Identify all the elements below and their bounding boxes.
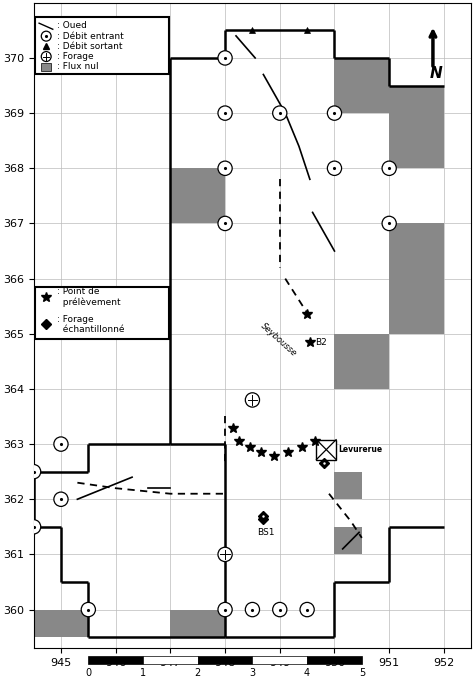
Bar xyxy=(389,85,444,169)
Text: : Flux nul: : Flux nul xyxy=(56,62,98,71)
Circle shape xyxy=(273,603,287,617)
Bar xyxy=(35,287,169,339)
Circle shape xyxy=(328,161,342,175)
Text: 5: 5 xyxy=(359,668,365,677)
Text: 3: 3 xyxy=(249,668,255,677)
Text: : Forage
  échantillonné: : Forage échantillonné xyxy=(56,315,124,334)
Bar xyxy=(335,334,389,389)
Text: 1: 1 xyxy=(140,668,146,677)
Circle shape xyxy=(54,437,68,452)
Bar xyxy=(88,657,143,663)
Circle shape xyxy=(218,51,232,65)
Text: B2: B2 xyxy=(315,338,327,347)
Text: 4: 4 xyxy=(304,668,310,677)
Bar xyxy=(253,657,307,663)
Bar xyxy=(307,657,362,663)
Bar xyxy=(317,439,336,460)
Bar xyxy=(170,169,225,223)
Circle shape xyxy=(246,603,260,617)
Bar xyxy=(335,527,362,554)
Circle shape xyxy=(218,216,232,231)
Circle shape xyxy=(41,51,51,62)
Text: : Débit entrant: : Débit entrant xyxy=(56,32,123,41)
Circle shape xyxy=(218,547,232,562)
Text: Levurerue: Levurerue xyxy=(338,445,383,454)
Text: BS1: BS1 xyxy=(257,529,275,538)
Bar xyxy=(41,64,51,71)
Circle shape xyxy=(382,216,396,231)
Circle shape xyxy=(246,393,260,407)
Circle shape xyxy=(273,106,287,121)
Circle shape xyxy=(300,603,314,617)
Circle shape xyxy=(218,603,232,617)
Circle shape xyxy=(81,603,95,617)
Circle shape xyxy=(218,161,232,175)
Text: N: N xyxy=(429,66,442,81)
Text: 2: 2 xyxy=(195,668,201,677)
Bar xyxy=(198,657,253,663)
Bar xyxy=(389,223,444,334)
Circle shape xyxy=(382,161,396,175)
Circle shape xyxy=(41,31,51,41)
Text: : Oued: : Oued xyxy=(56,22,86,30)
Bar xyxy=(335,472,362,499)
Bar xyxy=(35,16,169,74)
Bar xyxy=(143,657,198,663)
Circle shape xyxy=(218,106,232,121)
Circle shape xyxy=(27,464,41,479)
Bar xyxy=(335,58,389,113)
Circle shape xyxy=(328,106,342,121)
Text: : Débit sortant: : Débit sortant xyxy=(56,42,122,51)
Text: 0: 0 xyxy=(85,668,91,677)
Bar xyxy=(34,609,88,637)
Text: : Forage: : Forage xyxy=(56,52,93,61)
Bar xyxy=(170,609,225,637)
Circle shape xyxy=(54,492,68,506)
Circle shape xyxy=(27,520,41,534)
Text: Seybousse: Seybousse xyxy=(259,321,299,358)
Text: : Point de
  prélèvement: : Point de prélèvement xyxy=(56,287,120,307)
